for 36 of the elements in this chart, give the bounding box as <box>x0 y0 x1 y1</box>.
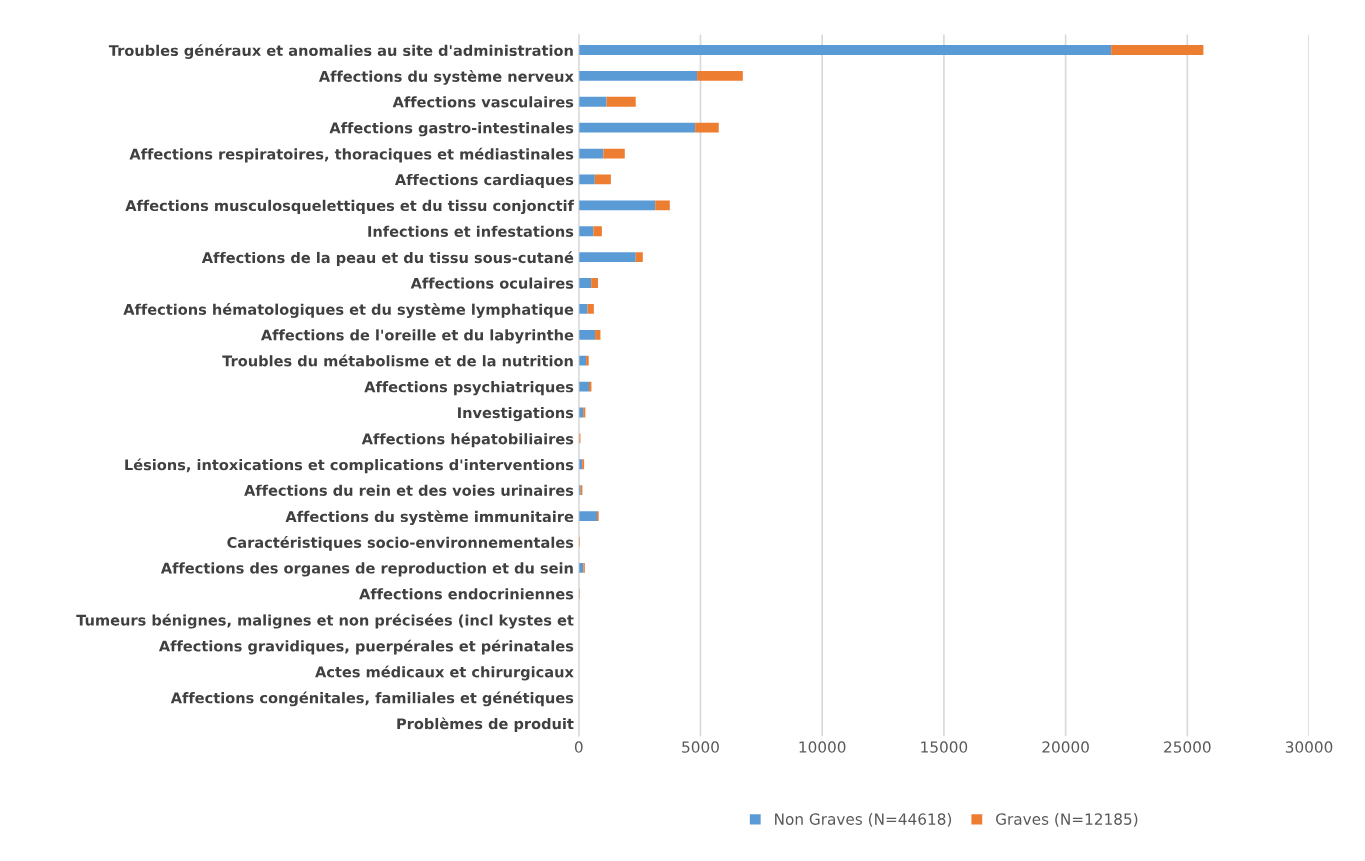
y-tick-label: Investigations <box>458 406 574 422</box>
y-tick-label: Affections endocriniennes <box>359 588 574 600</box>
y-tick-label: Tumeurs bénignes, malignes et non précisées (incl kystes et <box>76 613 574 629</box>
x-tick-label: 30000 <box>1285 741 1333 753</box>
y-tick-label: Affections de l'oreille et du labyrinthe <box>260 329 574 344</box>
y-tick-label: Affections oculaires <box>410 277 574 289</box>
y-tick-label: Troubles généraux et anomalies au site d'administration <box>108 44 573 59</box>
y-tick-label: Affections congénitales, familiales et génétiques <box>170 691 574 707</box>
y-tick-label: Caractéristiques socio-environnementales <box>227 536 574 551</box>
legend-label: Graves (N=12185) <box>996 813 1138 827</box>
y-tick-label: Affections vasculaires <box>392 96 574 108</box>
y-tick-label: Affections gravidiques, puerpérales et périnatales <box>158 639 574 655</box>
y-tick-label: Affections musculosquelettiques et du tissu conjonctif <box>125 199 575 215</box>
y-tick-label: Affections du système immunitaire <box>285 510 574 526</box>
y-tick-label: Affections hématologiques et du système lymphatique <box>123 303 574 318</box>
y-tick-label: Troubles du métabolisme et de la nutrition <box>222 354 573 367</box>
x-tick-label: 20000 <box>1042 741 1089 753</box>
y-tick-label: Affections cardiaques <box>394 173 574 189</box>
x-tick-label: 15000 <box>921 741 968 753</box>
y-tick-label: Affections hépatobiliaires <box>361 432 574 448</box>
y-tick-label: Affections respiratoires, thoraciques et médiastinales <box>129 147 574 163</box>
x-tick-label: 0 <box>574 741 583 753</box>
y-tick-label: Actes médicaux et chirurgicaux <box>315 665 574 681</box>
y-tick-label: Affections du système nerveux <box>318 70 574 85</box>
x-tick-label: 25000 <box>1164 741 1211 753</box>
y-tick-label: Affections psychiatriques <box>364 381 574 396</box>
y-tick-label: Infections et infestations <box>368 225 574 237</box>
legend-label: Non Graves (N=44618) <box>775 813 952 827</box>
x-tick-label: 5000 <box>682 741 719 753</box>
y-tick-label: Affections gastro-intestinales <box>329 122 574 137</box>
y-tick-label: Affections du rein et des voies urinaires <box>244 484 574 496</box>
y-tick-label: Problèmes de produit <box>397 717 574 733</box>
y-tick-label: Affections des organes de reproduction et du sein <box>160 562 573 577</box>
y-tick-label: Lésions, intoxications et complications d'interventions <box>125 458 574 474</box>
x-tick-label: 10000 <box>799 741 846 753</box>
y-tick-label: Affections de la peau et du tissu sous-cutané <box>201 251 574 266</box>
